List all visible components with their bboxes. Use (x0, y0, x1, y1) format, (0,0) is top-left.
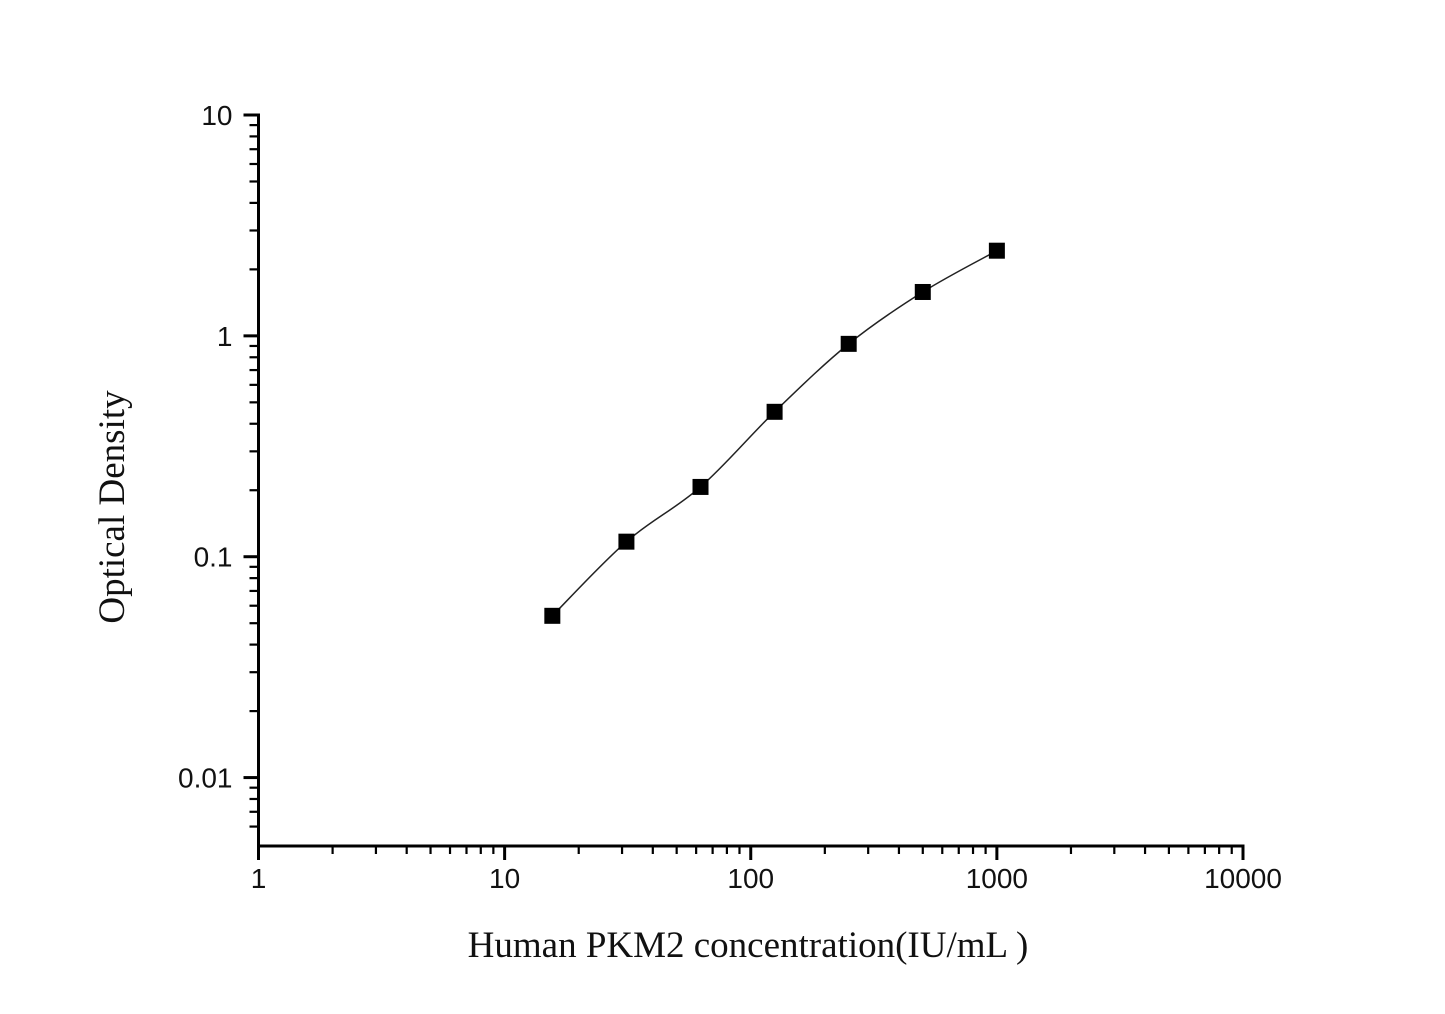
axes-frame (257, 113, 1245, 848)
x-tick-label: 100 (727, 863, 774, 894)
y-tick-label: 1 (217, 321, 233, 352)
data-point-marker (544, 607, 561, 624)
y-tick-label: 0.1 (194, 542, 233, 573)
data-point-marker (840, 335, 857, 352)
y-tick-label: 10 (201, 100, 232, 131)
x-tick-label: 1000 (966, 863, 1028, 894)
tick-labels-layer: 1 10 100 1000 10000 10 1 0.1 0.01 (178, 100, 1282, 894)
standard-curve-line (551, 250, 998, 617)
y-tick-label: 0.01 (178, 763, 233, 794)
axes-layer (257, 113, 1245, 848)
y-axis-title: Optical Density (92, 390, 133, 624)
data-point-marker (618, 533, 635, 550)
data-series-layer (544, 242, 1005, 624)
ticks-layer (243, 113, 1245, 860)
x-tick-label: 10 (489, 863, 520, 894)
data-point-marker (914, 283, 931, 300)
x-axis-title: Human PKM2 concentration(IU/mL ) (468, 925, 1029, 966)
data-point-marker (692, 478, 709, 495)
x-tick-label: 10000 (1204, 863, 1282, 894)
x-tick-label: 1 (251, 863, 267, 894)
data-point-marker (766, 403, 783, 420)
data-point-marker (988, 242, 1005, 259)
